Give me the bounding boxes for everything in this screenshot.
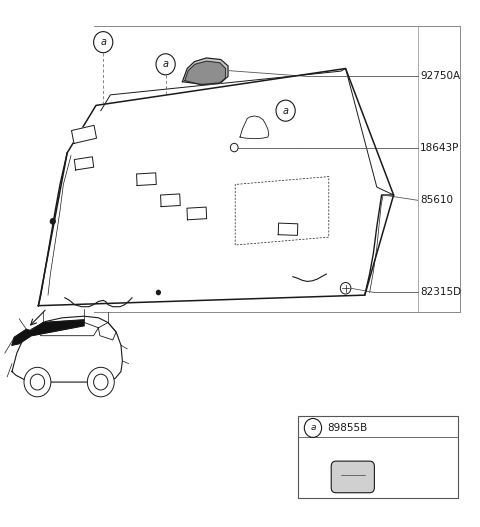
Polygon shape	[240, 116, 269, 139]
Polygon shape	[160, 194, 180, 207]
Circle shape	[340, 282, 351, 294]
Text: 89855B: 89855B	[327, 423, 368, 433]
Circle shape	[156, 290, 160, 295]
Polygon shape	[182, 58, 228, 84]
Text: 85610: 85610	[420, 196, 453, 205]
Polygon shape	[278, 223, 298, 236]
Text: a: a	[100, 37, 106, 47]
Text: 18643P: 18643P	[420, 143, 459, 152]
Text: a: a	[163, 60, 168, 69]
Circle shape	[24, 367, 51, 397]
Circle shape	[94, 32, 113, 53]
FancyBboxPatch shape	[331, 461, 374, 493]
Polygon shape	[187, 207, 207, 220]
Polygon shape	[38, 69, 394, 306]
Polygon shape	[72, 125, 96, 143]
Circle shape	[304, 418, 322, 437]
Text: a: a	[310, 423, 316, 433]
Polygon shape	[12, 320, 84, 345]
Text: a: a	[283, 106, 288, 115]
Circle shape	[87, 367, 114, 397]
Circle shape	[30, 374, 45, 390]
Polygon shape	[136, 173, 156, 186]
Circle shape	[94, 374, 108, 390]
Polygon shape	[12, 316, 122, 382]
Bar	[298, 416, 458, 498]
Polygon shape	[74, 157, 94, 170]
Text: 82315D: 82315D	[420, 288, 461, 297]
Circle shape	[276, 100, 295, 121]
Circle shape	[50, 219, 55, 224]
Circle shape	[156, 54, 175, 75]
Text: 92750A: 92750A	[420, 72, 460, 81]
Polygon shape	[185, 61, 226, 85]
